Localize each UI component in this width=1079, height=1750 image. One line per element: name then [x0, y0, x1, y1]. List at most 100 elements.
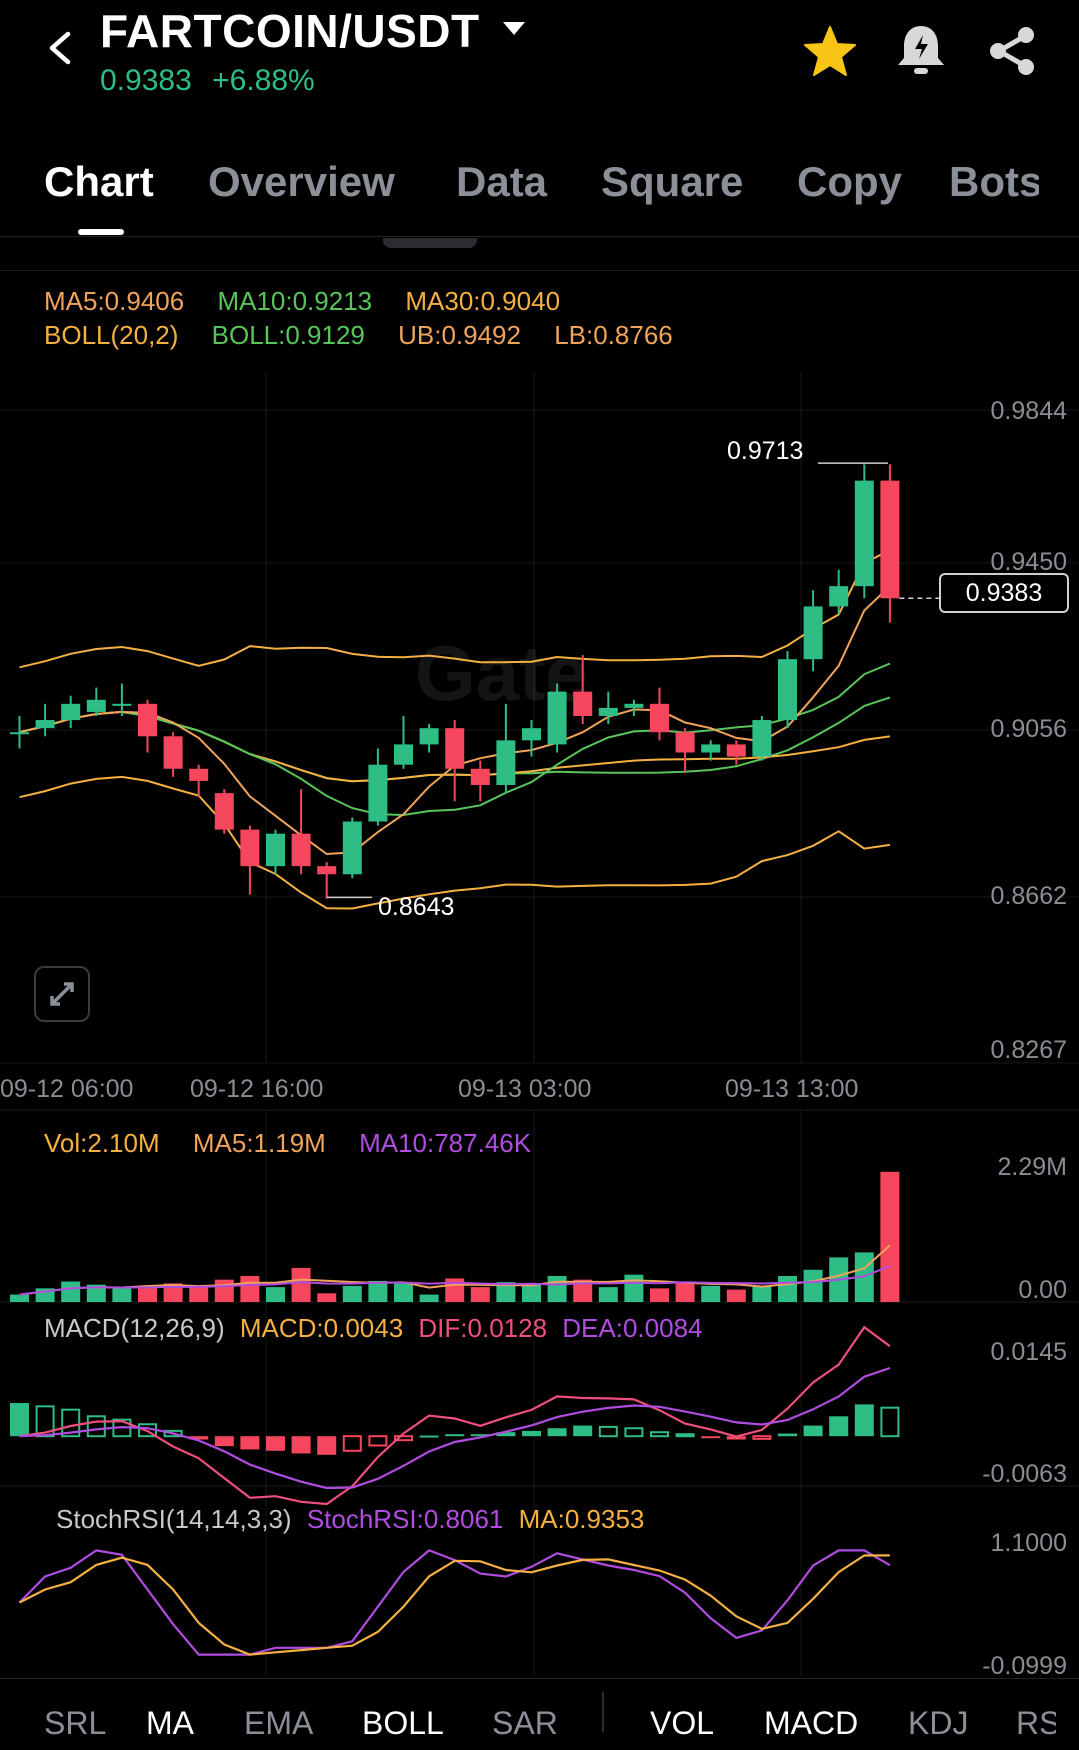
boll-legend: BOLL(20,2) BOLL:0.9129 UB:0.9492 LB:0.87…	[44, 320, 673, 351]
volume-bar	[61, 1281, 81, 1302]
expand-icon	[50, 982, 74, 1006]
volume-bar	[778, 1275, 797, 1302]
volume-bar	[138, 1287, 157, 1302]
back-button[interactable]	[40, 26, 84, 70]
macd-hist-bar	[368, 1435, 388, 1447]
price-axis-0: 0.9844	[990, 397, 1067, 425]
volume-legend: Vol:2.10M MA5:1.19M MA10:787.46K	[44, 1128, 531, 1159]
volume-bar	[624, 1274, 644, 1302]
time-axis-2: 09-13 03:00	[458, 1075, 592, 1103]
time-axis-3: 09-13 13:00	[725, 1075, 859, 1103]
ma30-value: MA30:0.9040	[405, 286, 561, 316]
chevron-left-icon	[49, 31, 71, 65]
price-change: +6.88%	[212, 64, 315, 97]
candle-body	[598, 707, 618, 716]
candle-body	[650, 703, 669, 733]
stoch-axis-min: -0.0999	[982, 1652, 1067, 1680]
macd-value: MACD:0.0043	[239, 1313, 404, 1343]
indicator-separator	[602, 1692, 604, 1732]
candle-body	[342, 821, 362, 875]
ind-rsi[interactable]: RS	[1016, 1705, 1056, 1741]
high-label: 0.9713	[727, 437, 804, 465]
candle-body	[445, 728, 465, 769]
tab-square[interactable]: Square	[601, 158, 744, 205]
macd-legend: MACD(12,26,9) MACD:0.0043 DIF:0.0128 DEA…	[44, 1313, 703, 1344]
expand-button[interactable]	[34, 966, 90, 1022]
current-price-tag[interactable]: 0.9383	[939, 573, 1069, 613]
tab-bots[interactable]: Bots	[949, 158, 1039, 205]
vol-ma5-line	[19, 1244, 891, 1296]
tab-copy[interactable]: Copy	[797, 158, 902, 205]
ind-macd[interactable]: MACD	[764, 1705, 859, 1741]
ind-boll[interactable]: BOLL	[362, 1705, 444, 1741]
volume-bar	[547, 1275, 567, 1302]
pair-title[interactable]: FARTCOIN/USDT	[100, 4, 525, 58]
macd-hist-bar	[189, 1436, 209, 1440]
volume-bar	[112, 1288, 132, 1302]
ind-ma[interactable]: MA	[146, 1705, 194, 1741]
macd-hist-bar	[266, 1436, 285, 1451]
volume-bar	[342, 1285, 362, 1302]
vol-axis-min: 0.00	[1018, 1276, 1067, 1304]
volume-bar	[598, 1287, 618, 1302]
ind-kdj[interactable]: KDJ	[908, 1705, 969, 1741]
boll-mid-value: BOLL:0.9129	[211, 320, 365, 350]
candle-body	[547, 691, 567, 745]
candle-body	[419, 728, 439, 745]
macd-params: MACD(12,26,9)	[44, 1313, 225, 1343]
dea-line	[19, 1366, 891, 1490]
macd-hist-bar	[86, 1415, 106, 1438]
candle-body	[470, 768, 490, 785]
boll-upper-band	[19, 549, 891, 669]
stochrsi-ma-line	[19, 1554, 890, 1656]
candle-body	[803, 606, 823, 660]
volume-bar	[573, 1279, 593, 1302]
candle-body	[368, 764, 388, 822]
candle-body	[214, 793, 234, 830]
price-axis-3: 0.8662	[990, 882, 1067, 910]
ind-sar[interactable]: SAR	[492, 1705, 558, 1741]
favorite-button[interactable]	[800, 22, 860, 82]
tab-divider	[0, 236, 1079, 237]
volume-bar	[163, 1283, 183, 1302]
macd-hist-bar	[778, 1433, 797, 1437]
candle-body	[86, 699, 106, 712]
scroll-handle	[383, 238, 477, 248]
tab-overview[interactable]: Overview	[208, 158, 395, 205]
bottom-divider	[0, 1678, 1079, 1679]
volume-bar	[394, 1283, 413, 1302]
volume-bar	[86, 1284, 106, 1302]
candle-body	[163, 736, 183, 769]
candle-body	[496, 740, 516, 785]
macd-hist-bar	[214, 1436, 234, 1447]
tab-chart[interactable]: Chart	[44, 158, 154, 205]
volume-bar	[470, 1287, 490, 1302]
stochrsi-params: StochRSI(14,14,3,3)	[56, 1504, 292, 1534]
time-axis-0: 09-12 06:00	[0, 1075, 134, 1103]
macd-hist-bar	[163, 1429, 183, 1438]
dea-value: DEA:0.0084	[562, 1313, 703, 1343]
candle-body	[10, 732, 29, 735]
volume-bar	[368, 1280, 388, 1302]
vol-axis-max: 2.29M	[997, 1153, 1067, 1181]
macd-hist-bar	[496, 1432, 516, 1437]
vol-ma5-value: MA5:1.19M	[192, 1128, 326, 1158]
ind-vol[interactable]: VOL	[650, 1705, 715, 1741]
macd-hist-bar	[445, 1434, 465, 1437]
candle-body	[880, 480, 900, 599]
candle-body	[726, 744, 746, 757]
stochrsi-ma-value: MA:0.9353	[518, 1504, 645, 1534]
macd-hist-bar	[726, 1436, 746, 1440]
macd-hist-bar	[650, 1431, 669, 1438]
share-button[interactable]	[984, 22, 1042, 80]
volume-bar	[317, 1293, 337, 1302]
macd-hist-bar	[470, 1434, 490, 1437]
ind-srl[interactable]: SRL	[44, 1705, 107, 1741]
ma10-value: MA10:0.9213	[217, 286, 373, 316]
macd-hist-bar	[240, 1436, 260, 1450]
ind-ema[interactable]: EMA	[244, 1705, 314, 1741]
candle-body	[829, 586, 849, 607]
tab-data[interactable]: Data	[456, 158, 548, 205]
alert-button[interactable]	[892, 20, 950, 80]
